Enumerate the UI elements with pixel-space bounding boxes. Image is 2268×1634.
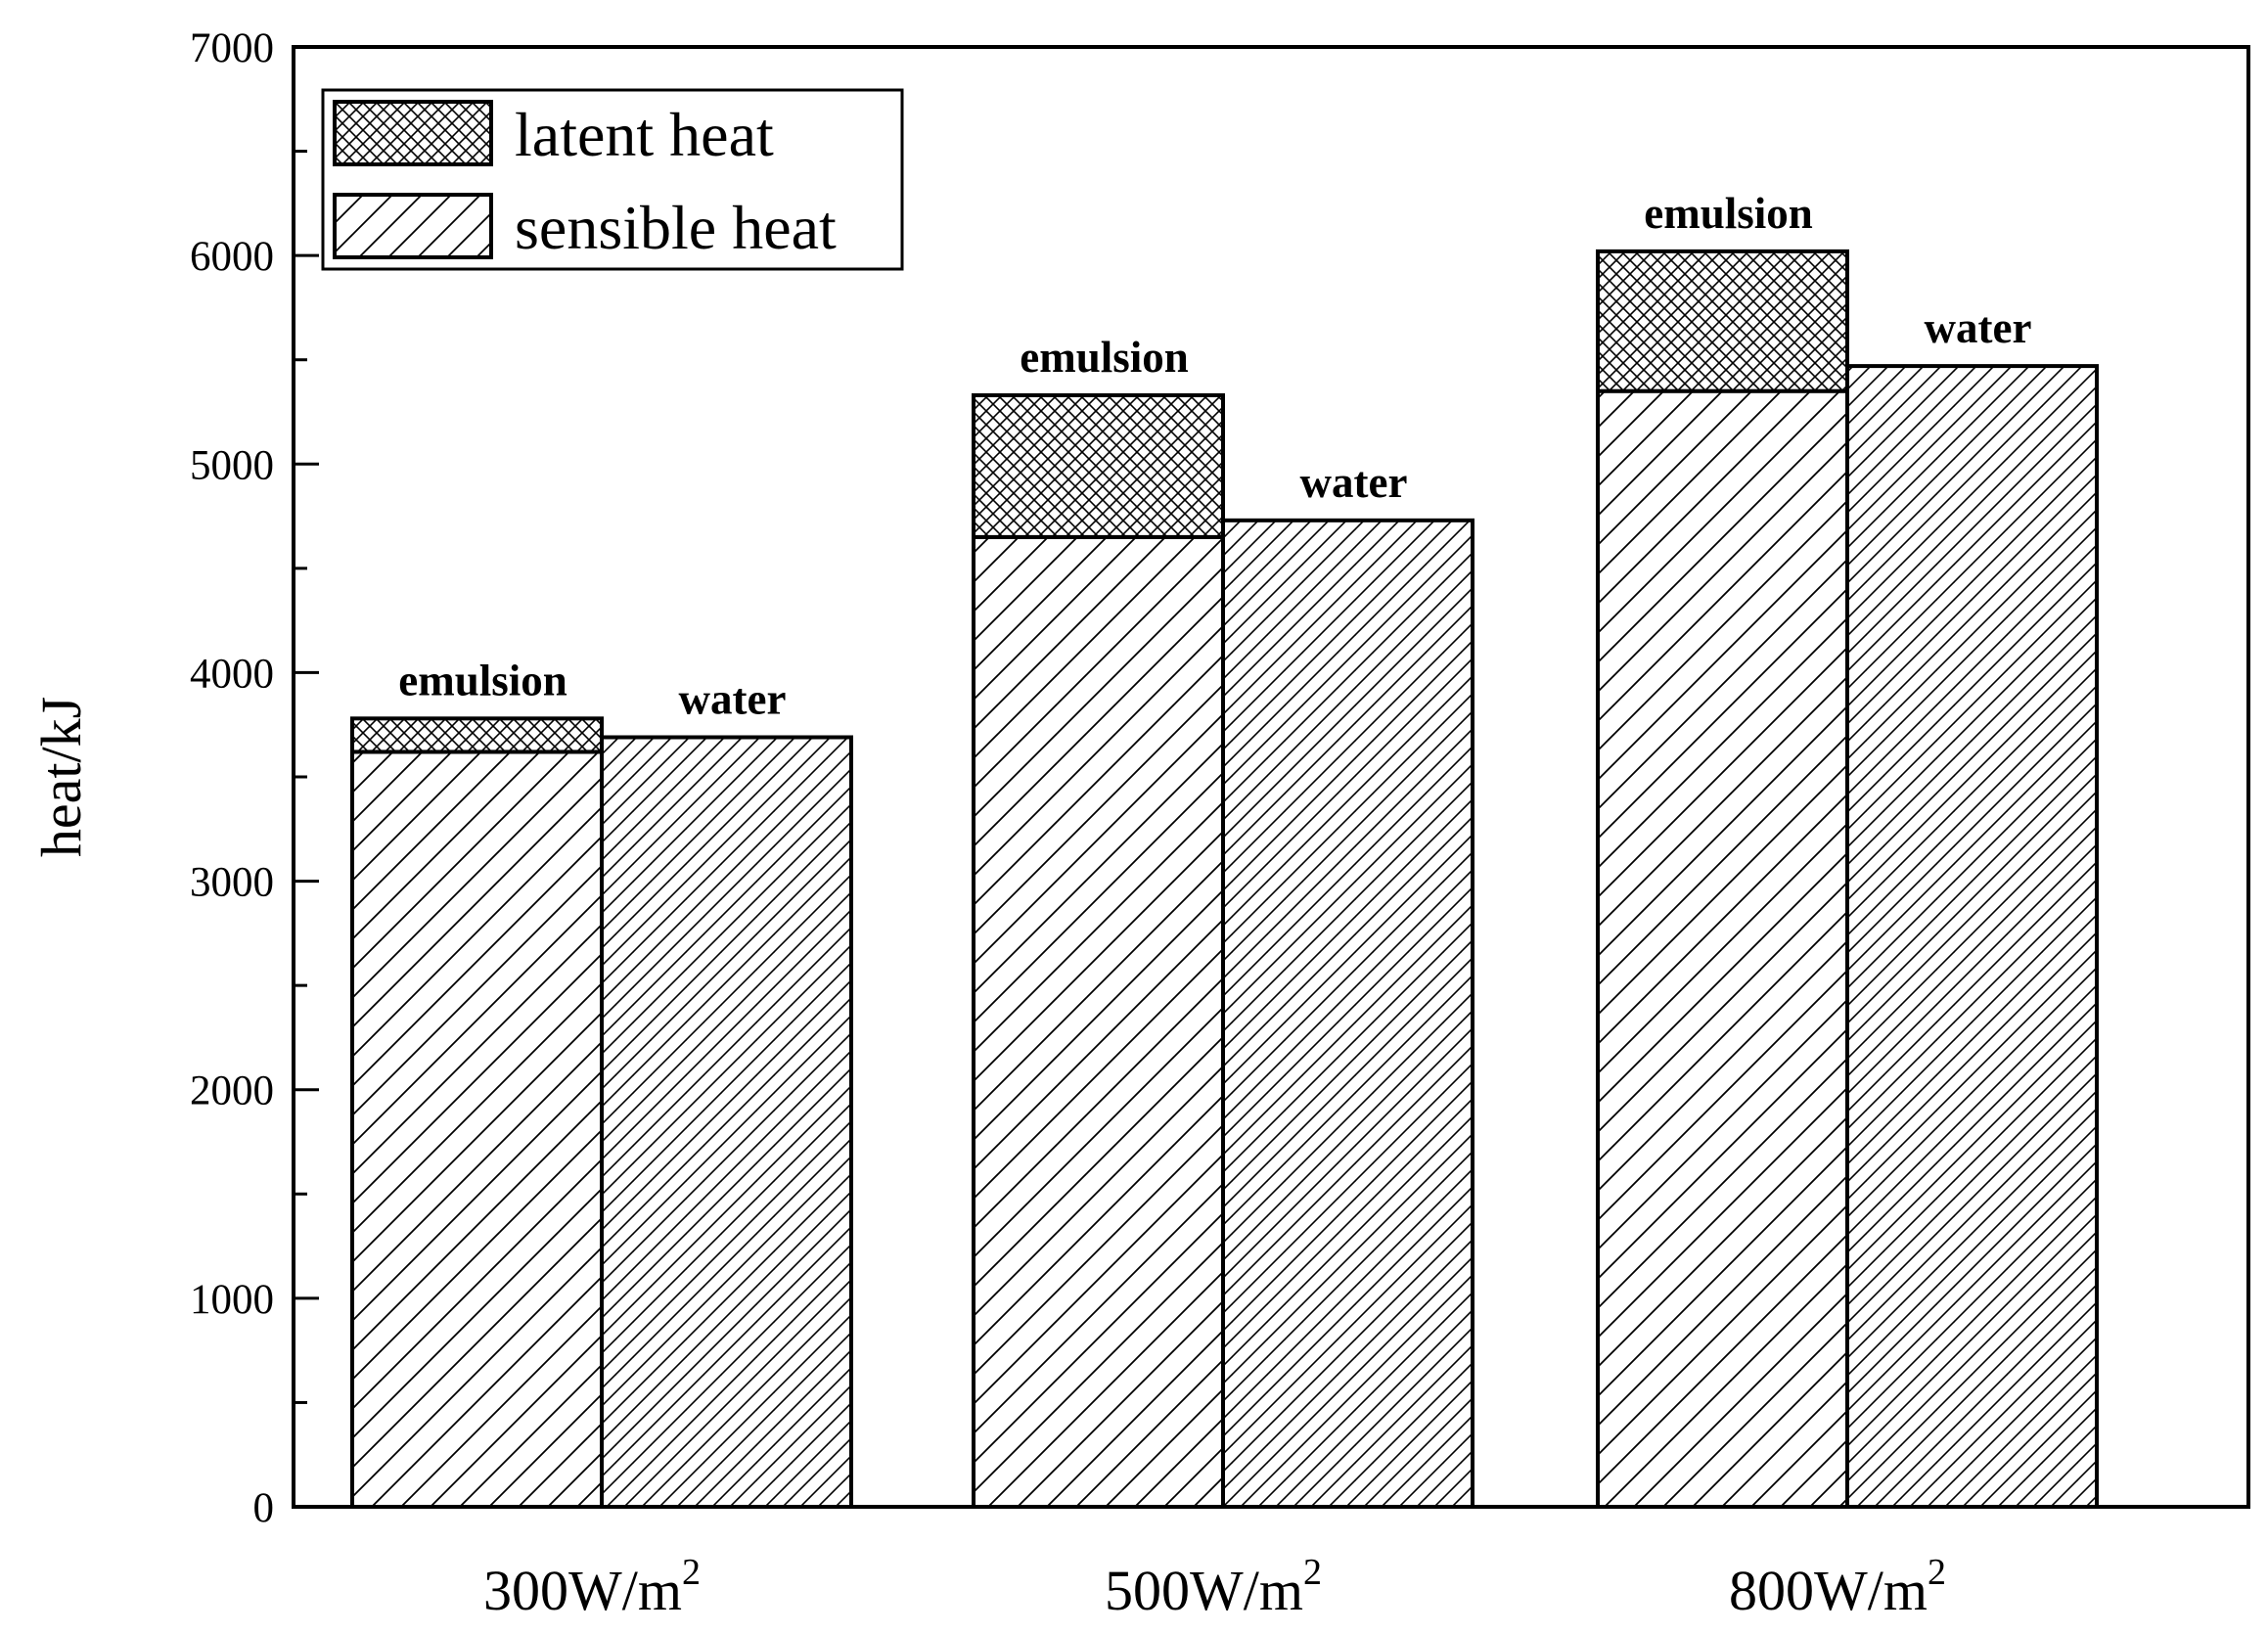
- legend-swatch-sensible-heat: [333, 193, 493, 259]
- y-tick-label: 5000: [190, 442, 274, 488]
- bar-labels: emulsion water emulsion water emulsion water: [398, 189, 2031, 724]
- y-tick-label: 6000: [190, 234, 274, 280]
- plot-frame: [292, 45, 2250, 1509]
- water-sensible-bar: [600, 735, 853, 1509]
- emulsion-latent-bar: [350, 716, 604, 754]
- legend-swatch-latent-heat: [333, 100, 493, 166]
- emulsion-sensible-bar: [1596, 388, 1849, 1510]
- emulsion-latent-bar: [1596, 249, 1849, 393]
- legend-label-sensible-heat: sensible heat: [515, 193, 837, 262]
- emulsion-sensible-bar: [972, 534, 1225, 1509]
- water-bar-label: water: [679, 675, 787, 724]
- y-axis-title: heat/kJ: [29, 697, 93, 857]
- emulsion-sensible-bar: [350, 749, 604, 1509]
- emulsion-bar-label: emulsion: [1644, 189, 1813, 238]
- water-sensible-bar: [1845, 364, 2099, 1510]
- y-tick-label: 4000: [190, 651, 274, 697]
- emulsion-bar-label: emulsion: [1020, 333, 1189, 382]
- legend-label-latent-heat: latent heat: [515, 100, 774, 169]
- x-category-label: 500W/m2: [1105, 1552, 1322, 1622]
- y-tick-label: 0: [253, 1485, 275, 1531]
- y-axis-ticks: 0 1000 2000 3000 4000 5000 6000 7000: [190, 25, 319, 1531]
- emulsion-bar-label: emulsion: [398, 656, 567, 704]
- y-tick-label: 1000: [190, 1277, 274, 1323]
- x-axis-labels: 300W/m2 500W/m2 800W/m2: [483, 1552, 1946, 1622]
- water-sensible-bar: [1221, 518, 1474, 1509]
- y-tick-label: 3000: [190, 860, 274, 906]
- water-bar-label: water: [1925, 303, 2032, 352]
- emulsion-latent-bar: [972, 392, 1225, 539]
- legend: latent heat sensible heat: [321, 88, 904, 271]
- x-category-label: 800W/m2: [1729, 1552, 1946, 1622]
- y-tick-label: 7000: [190, 25, 274, 71]
- x-category-label: 300W/m2: [483, 1552, 701, 1622]
- y-tick-label: 2000: [190, 1068, 274, 1114]
- water-bar-label: water: [1300, 458, 1408, 507]
- bars: [350, 249, 2099, 1510]
